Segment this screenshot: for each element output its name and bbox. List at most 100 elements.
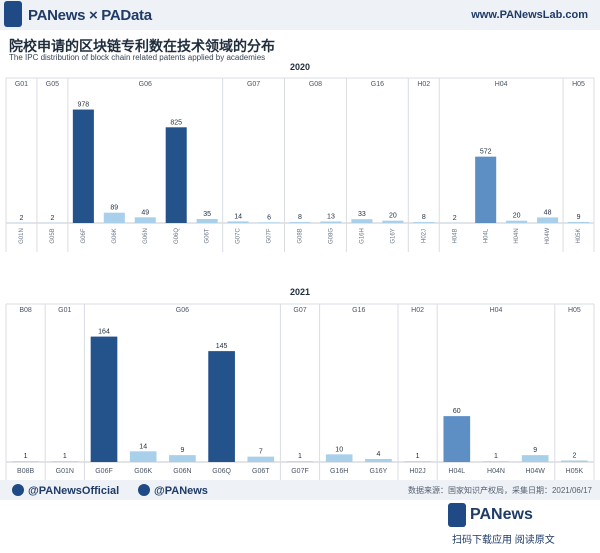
data-label: 33 <box>358 211 366 218</box>
site-url[interactable]: www.PANewsLab.com <box>471 9 588 21</box>
data-source: 数据来源：国家知识产权局，采集日期：2021/06/17 <box>407 486 592 495</box>
bar <box>258 222 280 223</box>
bar <box>351 219 373 223</box>
tick-label: G05B <box>50 228 56 243</box>
twitter-handle[interactable]: @PANewsOfficial <box>12 484 119 497</box>
data-label: 1 <box>298 453 302 460</box>
tick-label: H04L <box>483 228 489 243</box>
data-label: 572 <box>480 149 492 156</box>
data-label: 2 <box>453 215 457 222</box>
tick-label: G06F <box>81 228 87 243</box>
header-bar <box>0 0 600 30</box>
tick-label: G06F <box>95 468 113 475</box>
group-label: G16 <box>352 307 365 314</box>
chart-title-zh: 院校申请的区块链专利数在技术领域的分布 <box>9 38 275 54</box>
bar <box>404 461 431 462</box>
header-brand: PANews × PAData <box>28 7 152 24</box>
twitter-label: @PANewsOfficial <box>28 485 120 497</box>
tick-label: G06N <box>143 228 149 244</box>
data-label: 48 <box>544 209 552 216</box>
tick-label: H05K <box>576 228 582 243</box>
tick-label: H02J <box>421 229 427 243</box>
data-label: 9 <box>577 214 581 221</box>
data-label: 60 <box>453 408 461 415</box>
tick-label: H04N <box>514 228 520 243</box>
data-label: 825 <box>170 119 182 126</box>
data-label: 1 <box>63 453 67 460</box>
bottom-brand: PANews <box>470 506 533 523</box>
data-label: 7 <box>259 449 263 456</box>
data-label: 978 <box>78 102 90 109</box>
bar <box>568 221 590 223</box>
bar <box>12 461 39 462</box>
bar <box>561 460 588 462</box>
tick-label: G06K <box>134 468 152 475</box>
bar <box>320 221 342 223</box>
tick-label: G16H <box>359 228 365 244</box>
group-label: G06 <box>176 307 189 314</box>
tick-label: H02J <box>409 468 425 475</box>
group-label: G05 <box>46 81 59 88</box>
bar <box>165 127 187 223</box>
tick-label: G16Y <box>390 228 396 243</box>
bar <box>325 454 353 462</box>
data-label: 6 <box>267 214 271 221</box>
group-label: H04 <box>490 307 503 314</box>
bar <box>247 456 275 462</box>
bar <box>129 451 157 462</box>
data-label: 1 <box>416 453 420 460</box>
tick-label: G07F <box>267 228 273 243</box>
group-label: H05 <box>572 81 585 88</box>
data-label: 20 <box>513 213 521 220</box>
tick-label: H05K <box>566 468 584 475</box>
bar <box>382 220 404 223</box>
bar <box>506 220 528 223</box>
data-label: 9 <box>180 447 184 454</box>
bar <box>72 109 94 223</box>
group-label: H02 <box>417 81 430 88</box>
tick-label: G16Y <box>369 468 387 475</box>
data-label: 1 <box>24 453 28 460</box>
weibo-label: @PANews <box>154 485 208 497</box>
tick-label: G06T <box>252 468 270 475</box>
bar <box>413 222 435 223</box>
tick-label: G01N <box>56 468 74 475</box>
tick-label: B08B <box>17 468 34 475</box>
data-label: 2 <box>50 215 54 222</box>
weibo-handle[interactable]: @PANews <box>138 484 208 497</box>
bar <box>286 461 314 462</box>
group-label: B08 <box>19 307 32 314</box>
group-label: G06 <box>139 81 152 88</box>
bar <box>90 336 118 462</box>
data-label: 164 <box>98 329 110 336</box>
tick-label: G06N <box>173 468 191 475</box>
tick-label: G06T <box>205 228 211 243</box>
bar <box>103 212 125 223</box>
group-label: G16 <box>371 81 384 88</box>
bar <box>443 416 471 462</box>
data-label: 49 <box>141 209 149 216</box>
tick-label: H04W <box>545 227 551 244</box>
data-label: 10 <box>335 446 343 453</box>
tick-label: G16H <box>330 468 348 475</box>
tick-label: H04L <box>448 468 465 475</box>
download-cta[interactable]: 扫码下载应用 阅读原文 <box>452 535 555 546</box>
tick-label: H04N <box>487 468 505 475</box>
chart-title-en: The IPC distribution of block chain rela… <box>9 53 266 62</box>
bar <box>365 458 392 462</box>
group-label: H02 <box>411 307 424 314</box>
data-label: 2 <box>572 452 576 459</box>
data-label: 8 <box>298 214 302 221</box>
data-label: 4 <box>376 451 380 458</box>
group-label: G01 <box>15 81 28 88</box>
data-label: 14 <box>139 443 147 450</box>
group-label: H04 <box>495 81 508 88</box>
footer-bar <box>0 480 600 500</box>
bar <box>482 461 510 462</box>
data-label: 2 <box>20 215 24 222</box>
bar <box>134 217 156 223</box>
tick-label: G01N <box>19 228 25 244</box>
tick-label: G07F <box>291 468 309 475</box>
bar <box>208 351 235 462</box>
bar <box>227 221 249 223</box>
